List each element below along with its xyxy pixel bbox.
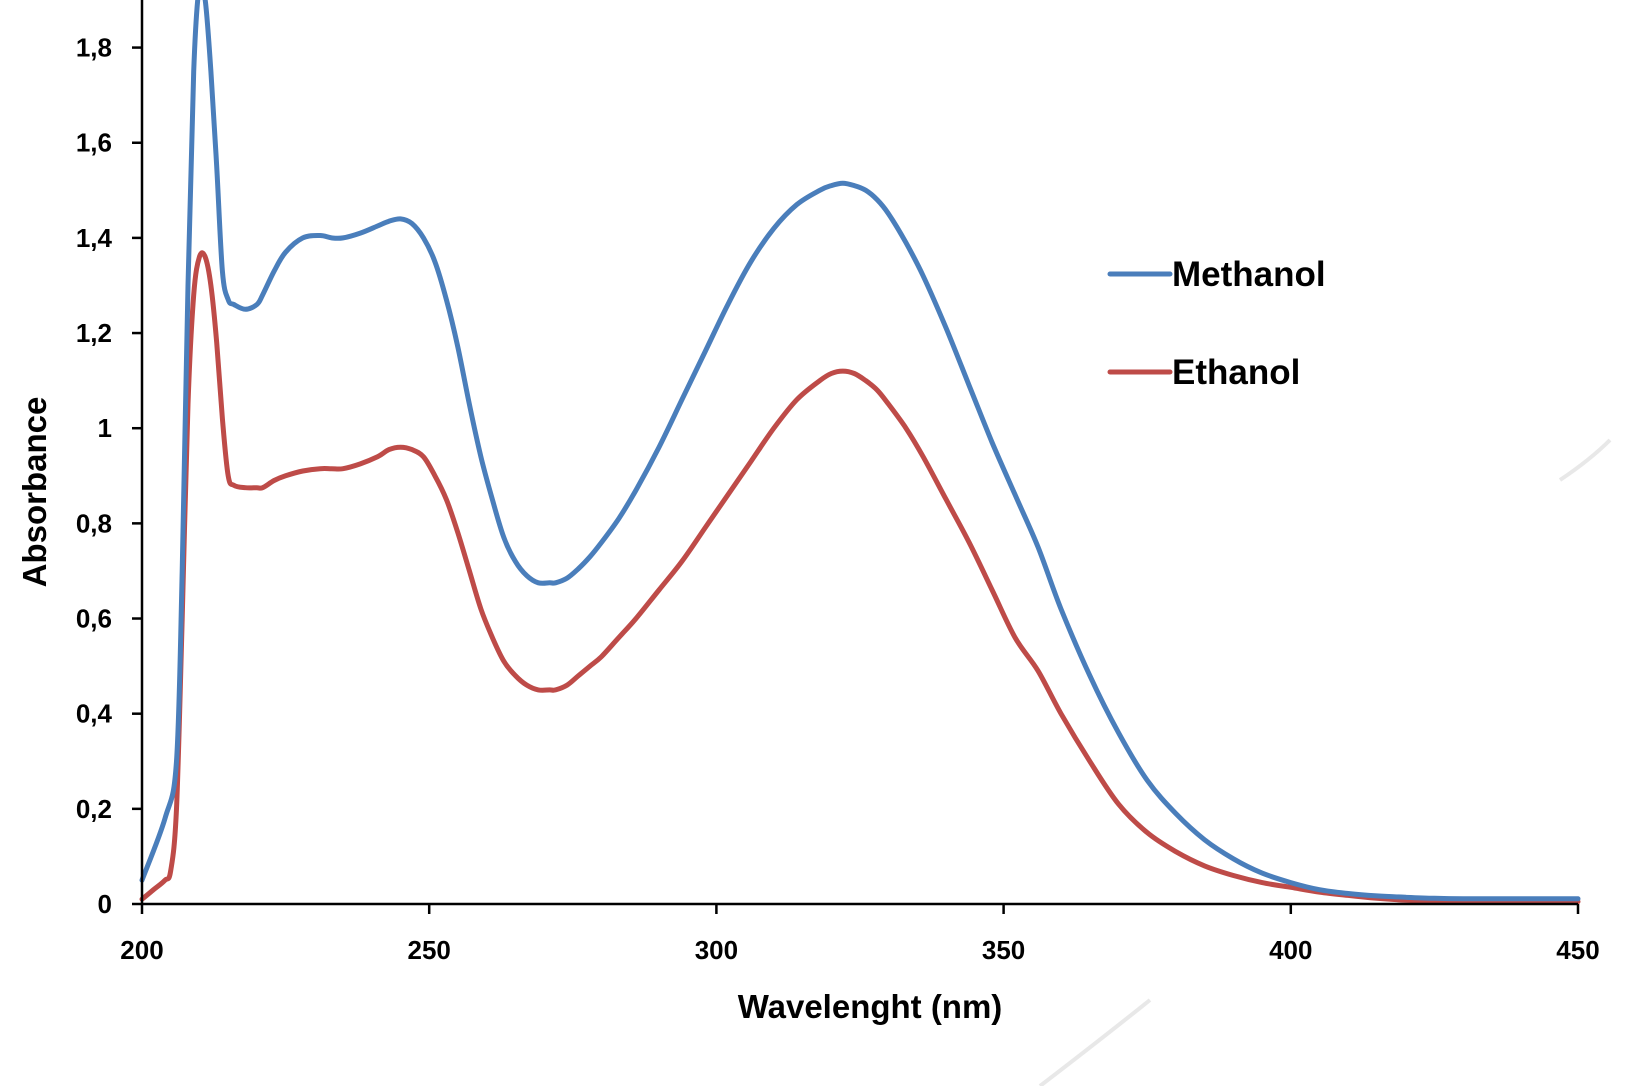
y-tick-label: 1 (98, 413, 112, 443)
y-tick-label: 0,8 (76, 508, 112, 538)
y-tick-label: 0,6 (76, 604, 112, 634)
legend-label: Ethanol (1172, 353, 1300, 392)
plot-area: 200 250 300 350 400 450 0 0,2 0,4 0,6 0,8 1 1,2 1,4 1… (76, 0, 1600, 965)
x-tick-label: 450 (1556, 935, 1599, 965)
x-tick-label: 350 (982, 935, 1025, 965)
x-axis-title: Wavelenght (nm) (738, 988, 1003, 1025)
series-line-ethanol (139, 250, 1581, 905)
legend-item-ethanol: Ethanol (1107, 353, 1300, 392)
y-tick-label: 0,2 (76, 794, 112, 824)
x-axis-ticks: 200 250 300 350 400 450 (120, 904, 1600, 965)
legend-label: Methanol (1172, 255, 1326, 294)
x-tick-label: 400 (1269, 935, 1312, 965)
y-axis-title: Absorbance (16, 397, 53, 588)
legend-item-methanol: Methanol (1107, 255, 1326, 294)
series-layer (139, 0, 1581, 905)
y-tick-label: 1,8 (76, 33, 112, 63)
legend: Methanol Ethanol (1107, 255, 1326, 392)
y-tick-label: 1,4 (76, 223, 113, 253)
y-tick-label: 0,4 (76, 699, 113, 729)
y-tick-label: 1,2 (76, 318, 112, 348)
x-tick-label: 300 (695, 935, 738, 965)
x-tick-label: 200 (120, 935, 163, 965)
series-line-methanol (139, 0, 1581, 902)
x-tick-label: 250 (408, 935, 451, 965)
y-tick-label: 0 (98, 889, 112, 919)
y-tick-label: 1,6 (76, 128, 112, 158)
y-axis-ticks: 0 0,2 0,4 0,6 0,8 1 1,2 1,4 1,6 1,8 (76, 33, 142, 919)
watermark-mark (1038, 438, 1612, 1086)
